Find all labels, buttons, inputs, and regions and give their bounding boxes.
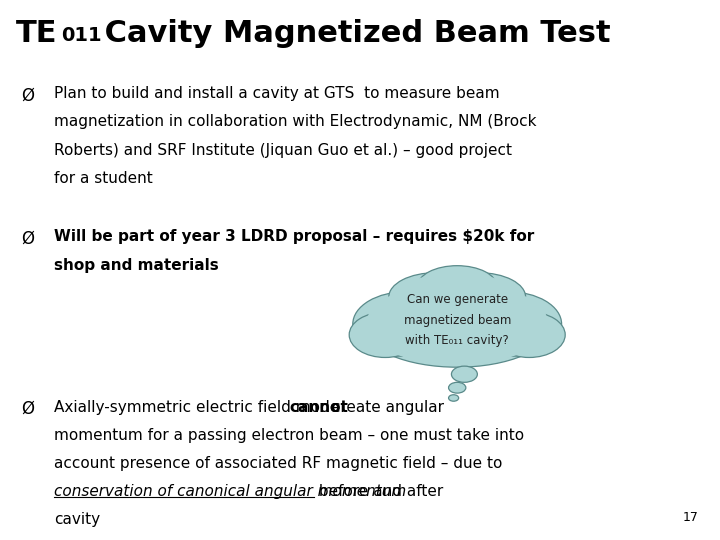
Text: conservation of canonical angular momentum: conservation of canonical angular moment… bbox=[54, 484, 406, 499]
Text: Ø: Ø bbox=[22, 400, 35, 417]
Ellipse shape bbox=[367, 292, 461, 351]
Ellipse shape bbox=[367, 289, 547, 365]
Text: Can we generate: Can we generate bbox=[407, 293, 508, 306]
Ellipse shape bbox=[454, 292, 547, 351]
Text: magnetization in collaboration with Electrodynamic, NM (Brock: magnetization in collaboration with Elec… bbox=[54, 114, 536, 130]
Ellipse shape bbox=[430, 274, 513, 320]
Ellipse shape bbox=[492, 312, 552, 353]
Ellipse shape bbox=[423, 269, 492, 307]
Text: account presence of associated RF magnetic field – due to: account presence of associated RF magnet… bbox=[54, 456, 503, 471]
Ellipse shape bbox=[364, 286, 551, 367]
Ellipse shape bbox=[451, 366, 477, 382]
Ellipse shape bbox=[362, 312, 423, 353]
Text: Cavity Magnetized Beam Test: Cavity Magnetized Beam Test bbox=[94, 19, 611, 48]
Ellipse shape bbox=[454, 292, 562, 356]
Text: cannot: cannot bbox=[289, 400, 348, 415]
Text: Plan to build and install a cavity at GTS  to measure beam: Plan to build and install a cavity at GT… bbox=[54, 86, 500, 102]
Text: shop and materials: shop and materials bbox=[54, 258, 219, 273]
Ellipse shape bbox=[449, 395, 459, 401]
Ellipse shape bbox=[418, 266, 497, 307]
Text: for a student: for a student bbox=[54, 171, 153, 186]
Ellipse shape bbox=[432, 273, 526, 321]
Text: with TE₀₁₁ cavity?: with TE₀₁₁ cavity? bbox=[405, 334, 509, 347]
Text: create angular: create angular bbox=[327, 400, 444, 415]
Ellipse shape bbox=[389, 273, 482, 321]
Ellipse shape bbox=[449, 382, 466, 393]
Text: magnetized beam: magnetized beam bbox=[403, 314, 511, 327]
Text: Will be part of year 3 LDRD proposal – requires $20k for: Will be part of year 3 LDRD proposal – r… bbox=[54, 230, 534, 245]
Ellipse shape bbox=[401, 274, 485, 320]
Ellipse shape bbox=[493, 312, 565, 357]
Ellipse shape bbox=[353, 292, 461, 356]
Text: Roberts) and SRF Institute (Jiquan Guo et al.) – good project: Roberts) and SRF Institute (Jiquan Guo e… bbox=[54, 143, 512, 158]
Text: Ø: Ø bbox=[22, 230, 35, 247]
Text: 011: 011 bbox=[61, 26, 102, 45]
Text: before and after: before and after bbox=[315, 484, 444, 499]
Text: Axially-symmetric electric field mode: Axially-symmetric electric field mode bbox=[54, 400, 344, 415]
Text: 17: 17 bbox=[683, 511, 698, 524]
Text: cavity: cavity bbox=[54, 512, 100, 527]
Text: Ø: Ø bbox=[22, 86, 35, 104]
Text: momentum for a passing electron beam – one must take into: momentum for a passing electron beam – o… bbox=[54, 428, 524, 443]
Text: TE: TE bbox=[16, 19, 58, 48]
Ellipse shape bbox=[349, 312, 421, 357]
